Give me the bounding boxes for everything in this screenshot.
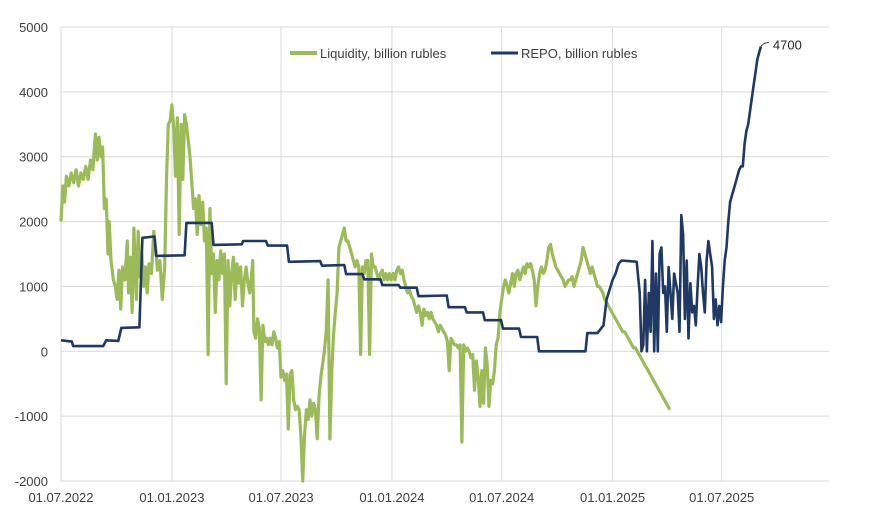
y-tick-label: 2000 bbox=[19, 215, 48, 230]
y-tick-label: -2000 bbox=[15, 474, 48, 489]
legend-label-repo: REPO, billion rubles bbox=[521, 46, 638, 61]
legend-label-liquidity: Liquidity, billion rubles bbox=[320, 46, 447, 61]
x-axis-ticks: 01.07.2022 01.01.2023 01.07.2023 01.01.2024… bbox=[28, 490, 754, 505]
series-line-repo bbox=[60, 46, 763, 353]
y-axis-ticks: 5000 4000 3000 2000 1000 0 -1000 -2000 bbox=[15, 20, 48, 489]
series-line-liquidity bbox=[59, 103, 672, 483]
y-tick-label: 0 bbox=[41, 344, 48, 359]
y-tick-label: 3000 bbox=[19, 150, 48, 165]
x-tick-label: 01.01.2023 bbox=[139, 490, 204, 505]
x-tick-label: 01.07.2022 bbox=[28, 490, 93, 505]
y-tick-label: 4000 bbox=[19, 85, 48, 100]
x-tick-label: 01.01.2024 bbox=[359, 490, 424, 505]
x-tick-label: 01.01.2025 bbox=[580, 490, 645, 505]
series-lines bbox=[59, 46, 763, 483]
legend: Liquidity, billion rubles REPO, billion … bbox=[290, 46, 638, 61]
gridlines bbox=[60, 26, 829, 482]
annotation-leader bbox=[760, 41, 769, 47]
annotations: 4700 bbox=[760, 37, 802, 52]
x-tick-label: 01.07.2025 bbox=[689, 490, 754, 505]
y-tick-label: 5000 bbox=[19, 20, 48, 35]
y-tick-label: 1000 bbox=[19, 279, 48, 294]
y-tick-label: -1000 bbox=[15, 409, 48, 424]
annotation-label: 4700 bbox=[773, 37, 802, 52]
x-tick-label: 01.07.2024 bbox=[469, 490, 534, 505]
x-tick-label: 01.07.2023 bbox=[248, 490, 313, 505]
